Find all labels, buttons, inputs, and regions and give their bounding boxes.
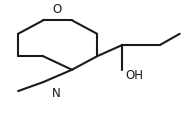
Text: N: N [52, 87, 61, 100]
Text: OH: OH [125, 69, 143, 82]
Text: O: O [52, 3, 61, 16]
